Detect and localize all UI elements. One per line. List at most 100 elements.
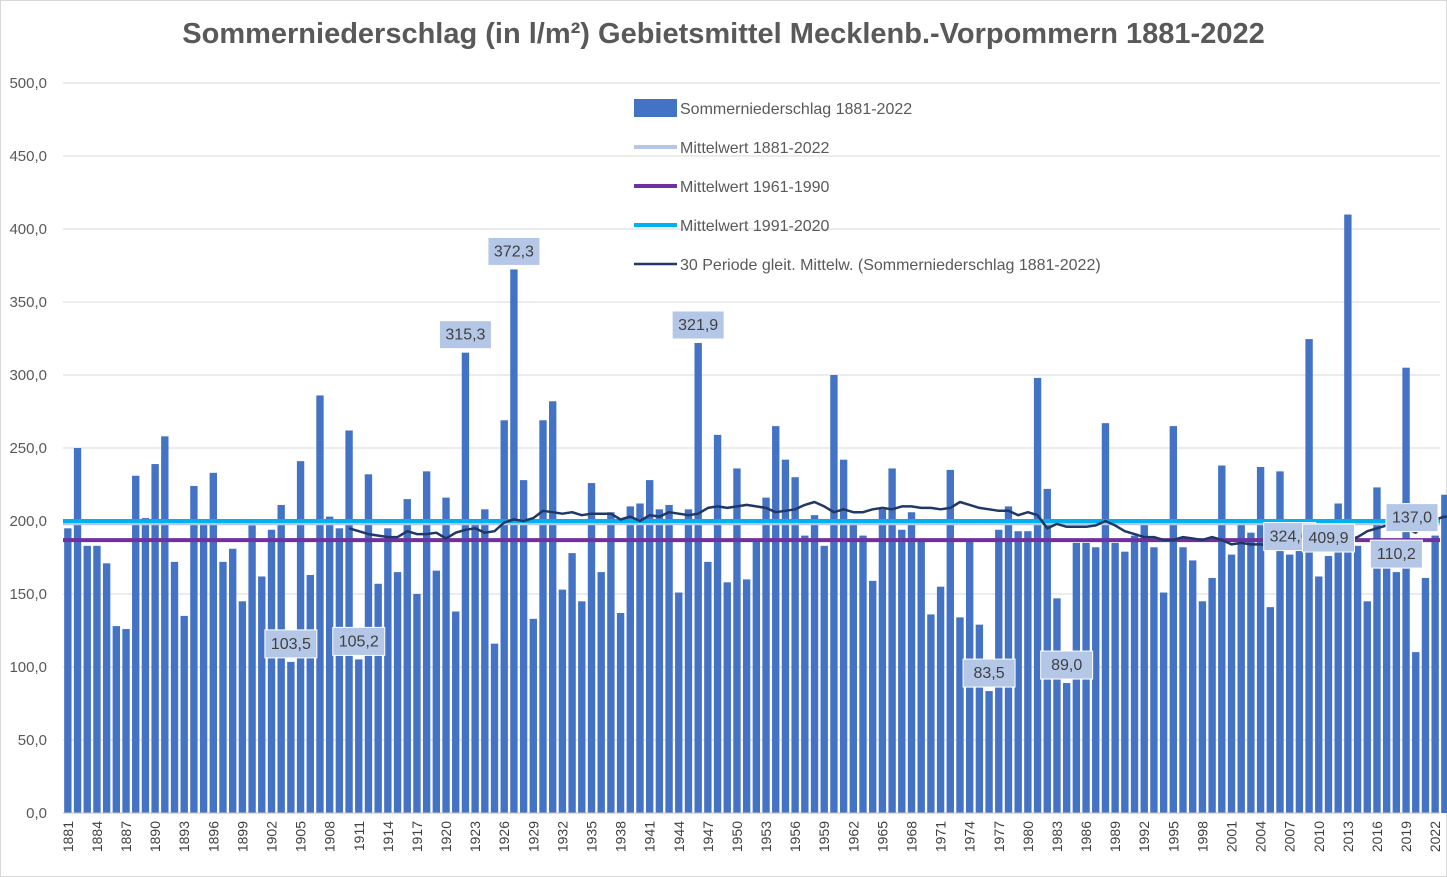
y-axis: 0,0 50,0 100,0 150,0 200,0 250,0 300,0 350,0 400… (9, 75, 47, 822)
y-tick-label: 450,0 (9, 148, 47, 165)
x-tick-label: 2004 (1253, 821, 1269, 852)
x-tick-label: 1947 (700, 821, 716, 852)
bar (616, 612, 625, 813)
bar (917, 539, 925, 813)
bar (1247, 532, 1255, 813)
bar (558, 589, 567, 813)
x-tick-label: 1923 (467, 821, 483, 852)
data-label: 372,3 (487, 236, 541, 266)
bar (1431, 535, 1439, 813)
bar (694, 343, 702, 813)
bar (859, 535, 867, 813)
x-tick-label: 1893 (176, 821, 192, 852)
bar (1382, 566, 1391, 813)
data-label-text: 409,9 (1308, 530, 1348, 547)
bar (539, 420, 547, 813)
bar (801, 535, 809, 813)
x-tick-label: 1992 (1136, 821, 1152, 852)
data-label-text: 324,6 (1270, 529, 1310, 546)
data-label-text: 110,2 (1377, 546, 1416, 563)
bar (238, 601, 247, 813)
bar (345, 430, 353, 813)
bar (713, 434, 722, 813)
legend-label: Mittelwert 1961-1990 (680, 179, 830, 196)
bar (277, 504, 285, 813)
bar (1062, 683, 1071, 813)
bar (733, 468, 741, 813)
bar (1014, 531, 1022, 813)
x-tick-label: 1974 (962, 821, 978, 852)
x-tick-label: 2010 (1311, 821, 1327, 852)
bar (287, 661, 295, 813)
bar (452, 611, 460, 813)
x-tick-label: 1998 (1194, 821, 1210, 852)
bar (607, 512, 615, 813)
bar (306, 575, 314, 813)
bar (403, 499, 411, 813)
data-labels: 103,5 105,2 315,3 372,3 321,9 83,5 89,0 324,640… (264, 236, 1439, 688)
x-tick-label: 1902 (263, 821, 279, 852)
bar (956, 617, 964, 813)
bar (267, 529, 276, 813)
legend-label: Mittelwert 1991-2020 (680, 218, 830, 235)
bar (830, 375, 838, 813)
x-tick-label: 1935 (583, 821, 599, 852)
data-label-text: 103,5 (271, 636, 311, 653)
bar (190, 485, 198, 813)
data-label-box (438, 320, 492, 350)
data-label-text: 89,0 (1051, 657, 1082, 674)
x-tick-label: 1965 (874, 821, 890, 852)
bar (762, 497, 770, 813)
data-label-box (1385, 503, 1439, 533)
bar (1392, 572, 1401, 813)
bar (1033, 377, 1042, 813)
bar (258, 576, 266, 813)
bar (655, 509, 664, 813)
bar (102, 563, 111, 813)
bar (1441, 494, 1447, 813)
bar (1198, 601, 1207, 813)
bar (1159, 592, 1168, 813)
x-tick-label: 1995 (1165, 821, 1181, 852)
x-tick-label: 1905 (293, 821, 309, 852)
bar (1324, 556, 1333, 813)
bar (1402, 367, 1410, 813)
bar (752, 539, 761, 813)
y-tick-label: 50,0 (18, 732, 47, 749)
bar (985, 691, 993, 813)
bar (1208, 577, 1216, 813)
bar (393, 572, 402, 813)
bar (636, 503, 644, 813)
bar (325, 516, 334, 813)
data-label: 83,5 (962, 658, 1016, 688)
bar (1334, 503, 1342, 813)
x-tick-label: 1914 (380, 821, 396, 852)
x-tick-label: 2022 (1427, 821, 1443, 852)
bar (335, 528, 344, 813)
bar (568, 553, 576, 813)
x-tick-label: 1926 (496, 821, 512, 852)
bar (878, 509, 887, 813)
bar (519, 480, 528, 813)
bar (141, 518, 150, 813)
bar (442, 497, 450, 813)
bar-series (64, 214, 1447, 813)
bar (229, 548, 237, 813)
bar (151, 464, 159, 813)
bar (355, 659, 363, 813)
bar (1024, 531, 1032, 813)
bar (1218, 465, 1226, 813)
data-label-box (1040, 650, 1094, 680)
data-label-text: 315,3 (445, 327, 485, 344)
y-tick-label: 400,0 (9, 221, 47, 238)
x-tick-label: 1980 (1020, 821, 1036, 852)
bar (869, 580, 877, 813)
bar (1286, 554, 1294, 813)
bar (170, 561, 179, 813)
bar (1305, 339, 1313, 813)
bar (1315, 576, 1323, 813)
bar (481, 509, 489, 813)
y-tick-label: 300,0 (9, 367, 47, 384)
bar (1256, 466, 1265, 813)
bar (248, 525, 256, 813)
